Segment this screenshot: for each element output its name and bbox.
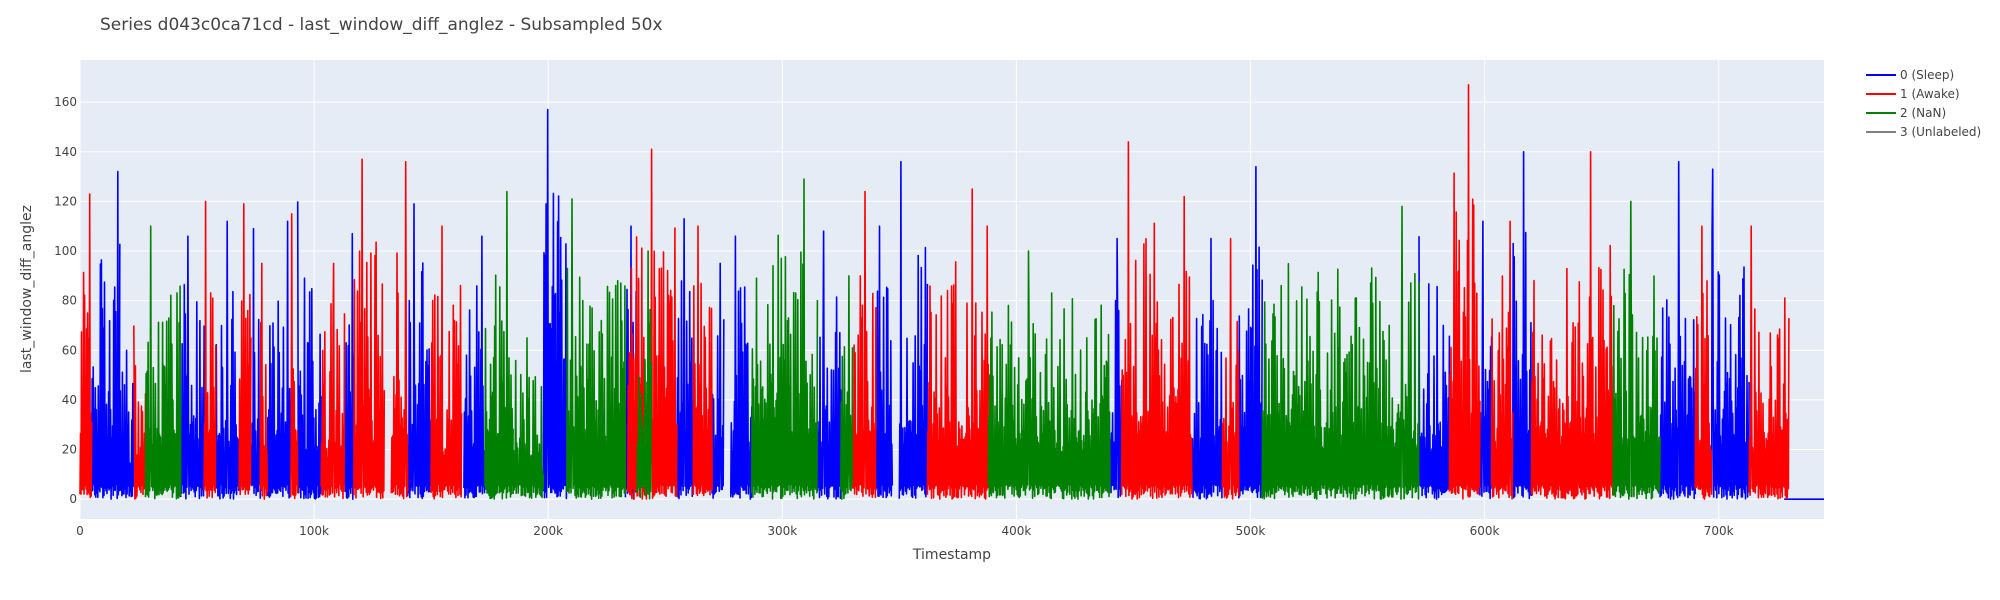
series-0-segment [406, 203, 432, 500]
series-0-segment [1191, 237, 1224, 500]
series-1-segment [430, 225, 463, 500]
y-tick-label: 0 [69, 492, 77, 506]
series-1-segment [926, 188, 975, 500]
series-1-segment [1448, 84, 1481, 500]
x-tick-label: 300k [767, 524, 797, 538]
series-1-segment [203, 200, 217, 499]
series-0-segment [90, 170, 121, 500]
y-tick-label: 140 [54, 145, 77, 159]
legend[interactable]: 0 (Sleep) 1 (Awake) 2 (NaN) 3 (Unlabeled) [1866, 68, 1981, 139]
series-2-segment [144, 225, 182, 500]
series-0-segment [343, 232, 355, 500]
series-1-segment [1748, 225, 1790, 500]
x-tick-label: 0 [76, 524, 84, 538]
x-tick-label: 600k [1470, 524, 1500, 538]
series-2-segment [484, 190, 514, 500]
chart-title: Series d043c0ca71cd - last_window_diff_a… [100, 15, 663, 35]
series-1-segment [692, 225, 713, 497]
series-1-segment [133, 325, 147, 500]
series-0-segment [1710, 168, 1750, 500]
series-2-segment [512, 337, 545, 499]
series-1-segment [390, 160, 409, 500]
series-0-segment [119, 349, 135, 499]
series-0-segment [898, 160, 929, 499]
y-axis-title: last_window_diff_anglez [19, 205, 35, 373]
series-1-segment [973, 225, 990, 500]
legend-label: 1 (Awake) [1900, 87, 1960, 101]
y-tick-label: 40 [62, 393, 77, 407]
x-tick-label: 200k [533, 524, 563, 538]
series-2-segment [636, 250, 652, 500]
y-tick-label: 80 [62, 294, 77, 308]
legend-label: 2 (NaN) [1900, 106, 1946, 120]
legend-item[interactable]: 1 (Awake) [1866, 87, 1960, 101]
series-0-segment [816, 230, 842, 500]
series-1-segment [289, 213, 299, 500]
series-0-segment [1238, 165, 1263, 499]
series-1-segment [1221, 237, 1240, 500]
series-0-segment [875, 225, 894, 499]
series-0-segment [1109, 237, 1123, 499]
series-0-segment [542, 108, 568, 500]
series-2-segment [751, 178, 819, 500]
series-2-segment [987, 250, 1111, 500]
series-1-segment [627, 148, 678, 500]
series-0-line [90, 108, 1824, 500]
y-tick-label: 20 [62, 443, 77, 457]
x-tick-label: 400k [1001, 524, 1031, 538]
series-1-segment [238, 203, 252, 496]
series-0-segment [266, 220, 292, 499]
series-0-segment [711, 262, 725, 499]
series-0-segment [1659, 160, 1696, 500]
series-2-line [144, 178, 1661, 500]
series-0-segment [250, 227, 262, 499]
series-2-segment [840, 275, 854, 500]
x-axis: 0 100k 200k 300k 400k 500k 600k 700k [76, 524, 1733, 538]
data-lines [79, 84, 1824, 500]
series-1-segment [1120, 141, 1158, 500]
y-tick-label: 100 [54, 244, 77, 258]
series-2-segment [1261, 205, 1420, 500]
x-axis-title: Timestamp [912, 547, 991, 563]
y-tick-label: 120 [54, 194, 77, 208]
x-tick-label: 100k [299, 524, 329, 538]
series-1-segment [353, 158, 386, 500]
series-0-segment [179, 235, 205, 500]
legend-label: 3 (Unlabeled) [1900, 125, 1981, 139]
series-0-segment [1418, 236, 1451, 500]
series-2-segment [1612, 200, 1661, 500]
series-0-segment [730, 235, 753, 500]
series-1-segment [851, 190, 877, 499]
x-tick-label: 500k [1236, 524, 1266, 538]
series-2-segment [566, 198, 627, 500]
x-tick-label: 700k [1704, 524, 1734, 538]
series-1-segment [259, 262, 269, 500]
series-0-segment [215, 220, 240, 500]
series-0-segment [463, 235, 486, 499]
series-1-segment [1530, 151, 1615, 500]
legend-item[interactable]: 0 (Sleep) [1866, 68, 1954, 82]
y-tick-label: 60 [62, 343, 77, 357]
series-1-segment [1490, 220, 1514, 500]
legend-label: 0 (Sleep) [1900, 68, 1954, 82]
legend-item[interactable]: 2 (NaN) [1866, 106, 1946, 120]
series-1-segment [320, 262, 346, 500]
series-0-segment [1479, 220, 1493, 500]
series-1-segment [1694, 225, 1713, 500]
series-1-segment [79, 193, 93, 499]
legend-item[interactable]: 3 (Unlabeled) [1866, 125, 1981, 139]
series-0-segment [1511, 151, 1533, 500]
series-1-line [79, 84, 1790, 500]
series-0-segment [296, 201, 322, 500]
y-axis: 0 20 40 60 80 100 120 140 160 [54, 95, 77, 506]
y-tick-label: 160 [54, 95, 77, 109]
series-1-segment [1156, 195, 1193, 499]
series-0-segment [676, 218, 695, 500]
